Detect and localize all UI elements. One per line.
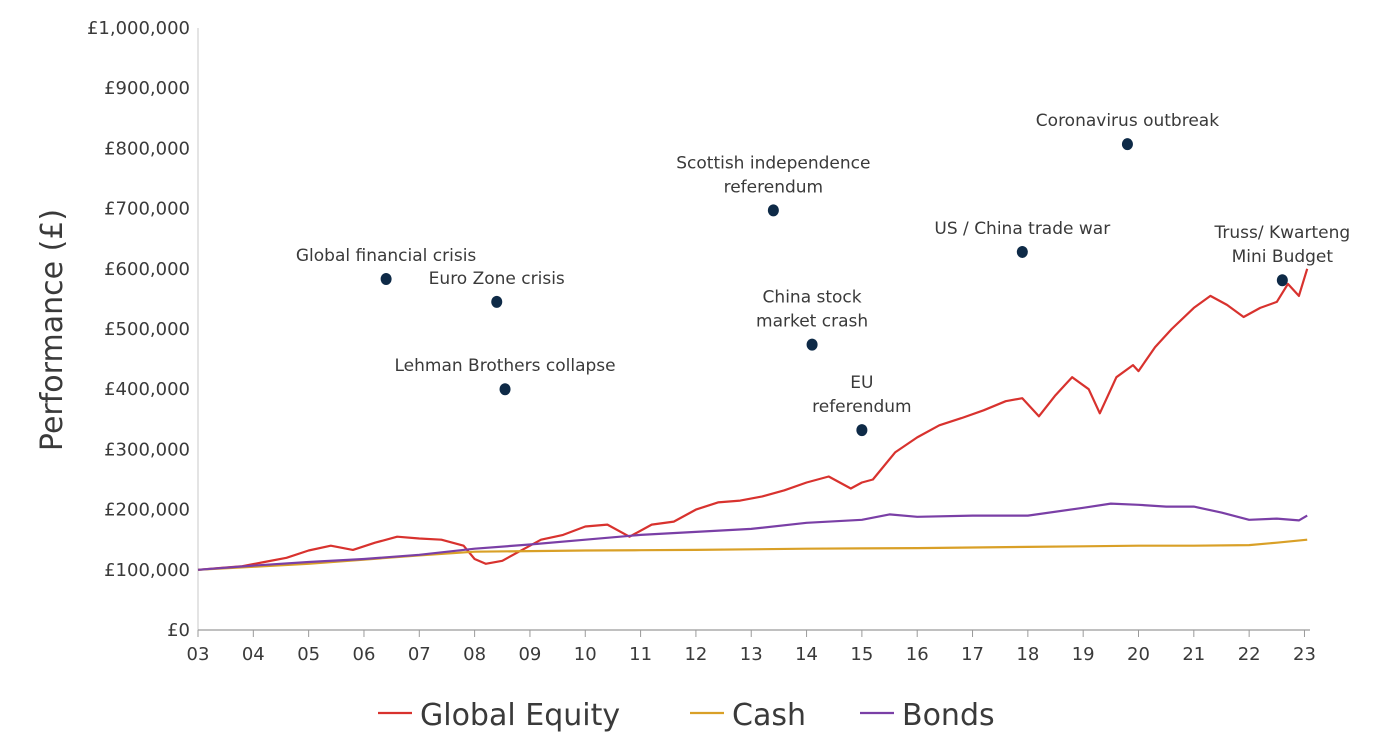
x-tick-label: 03 [187, 644, 210, 665]
x-tick-label: 20 [1127, 644, 1150, 665]
event-label: Truss/ Kwarteng [1214, 223, 1351, 243]
x-tick-label: 21 [1182, 644, 1205, 665]
x-tick-label: 06 [353, 644, 376, 665]
x-tick-label: 23 [1293, 644, 1316, 665]
x-tick-label: 19 [1072, 644, 1095, 665]
event-marker [491, 295, 503, 308]
y-tick-label: £500,000 [104, 319, 190, 340]
series-line-global-equity [197, 268, 1309, 571]
event-label: Euro Zone crisis [429, 269, 565, 289]
x-tick-label: 18 [1016, 644, 1039, 665]
event-label: US / China trade war [934, 219, 1110, 239]
y-axis-label: Performance (£) [35, 209, 70, 451]
y-tick-label: £900,000 [104, 78, 190, 99]
event-label: Global financial crisis [296, 246, 477, 266]
event-label: EU [850, 373, 873, 393]
x-tick-label: 05 [297, 644, 320, 665]
event-marker [1016, 245, 1028, 258]
event-label: Lehman Brothers collapse [394, 356, 615, 376]
legend-label-cash: Cash [732, 698, 806, 733]
y-tick-label: £0 [167, 620, 190, 641]
y-tick-label: £100,000 [104, 560, 190, 581]
event-label: referendum [812, 397, 912, 417]
x-tick-label: 14 [795, 644, 818, 665]
event-marker [806, 338, 818, 351]
y-tick-label: £600,000 [104, 259, 190, 280]
legend: Global Equity Cash Bonds [378, 698, 995, 733]
y-axis: £0 £100,000 £200,000 £300,000 £400,000 £500,0… [87, 18, 199, 641]
event-label: Mini Budget [1232, 247, 1334, 267]
legend-label-global-equity: Global Equity [420, 698, 620, 733]
x-tick-label: 12 [684, 644, 707, 665]
x-tick-label: 08 [463, 644, 486, 665]
y-tick-label: £800,000 [104, 138, 190, 159]
x-axis: 03 04 05 06 07 08 09 10 11 12 13 14 15 16 17 18 19 20 21 22… [187, 629, 1316, 665]
event-label: China stock [763, 288, 862, 308]
x-tick-label: 17 [961, 644, 984, 665]
x-tick-label: 15 [850, 644, 873, 665]
y-tick-label: £200,000 [104, 500, 190, 521]
event-label: Coronavirus outbreak [1036, 111, 1219, 131]
legend-label-bonds: Bonds [902, 698, 995, 733]
event-marker [1276, 274, 1288, 287]
y-tick-label: £400,000 [104, 379, 190, 400]
event-marker [1121, 138, 1133, 151]
x-tick-label: 11 [629, 644, 652, 665]
x-tick-label: 13 [740, 644, 763, 665]
x-tick-label: 04 [242, 644, 265, 665]
event-marker [856, 424, 868, 437]
y-tick-label: £700,000 [104, 199, 190, 220]
series-line-bonds [197, 502, 1308, 571]
event-marker [499, 383, 511, 396]
series-line-cash [197, 538, 1308, 571]
event-marker [380, 273, 392, 286]
annotation-layer: Global financial crisis Euro Zone crisis L… [296, 111, 1351, 437]
x-tick-label: 22 [1238, 644, 1261, 665]
y-tick-label: £300,000 [104, 439, 190, 460]
x-tick-label: 09 [518, 644, 541, 665]
event-label: Scottish independence [676, 153, 870, 173]
event-label: referendum [724, 177, 824, 197]
x-tick-label: 10 [574, 644, 597, 665]
x-tick-label: 16 [906, 644, 929, 665]
y-tick-label: £1,000,000 [87, 18, 190, 39]
x-tick-label: 07 [408, 644, 431, 665]
event-label: market crash [756, 312, 868, 332]
series-layer [197, 268, 1309, 571]
event-marker [767, 204, 779, 217]
